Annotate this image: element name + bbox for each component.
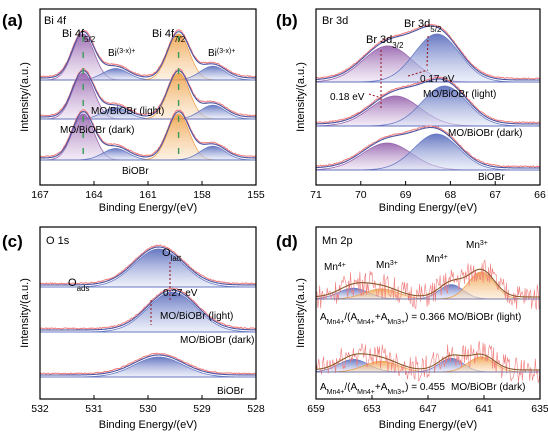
panel-a-tick-label-2: 161: [139, 189, 157, 201]
panel-d-peak-label-4: Mn3+: [466, 240, 488, 252]
panel-b-raw-0: [315, 23, 541, 80]
panel-a: (a) Bi 4f Bi 4f5/2 Bi(3-x)+ Bi 4f7/2 Bi(…: [2, 8, 265, 214]
panel-d-peak-label-1: Mn4+: [324, 262, 346, 274]
panel-d-envelope-1: [315, 353, 540, 371]
panel-b-shift-1: [426, 35, 429, 67]
panel-d-curves: [315, 259, 541, 384]
panel-c-envelope-2: [40, 354, 256, 376]
panel-c-curve-label-light: MO/BiOBr (light): [160, 311, 233, 322]
panel-b-envelope-0: [315, 25, 540, 81]
panel-a-label: (a): [2, 11, 23, 30]
panel-c-ylabel: Intensity/(a.u.): [19, 278, 31, 348]
panel-c-raw-2: [39, 352, 257, 375]
panel-b-xlabel: Binding Energy/(eV): [379, 202, 477, 214]
panel-d-peak-label-2: Mn3+: [376, 260, 398, 272]
panel-a-envelope-1: [40, 70, 257, 118]
panel-c-envelope-0: [40, 246, 256, 286]
panel-a-tick-label-0: 167: [31, 189, 49, 201]
panel-d-peak-label-3: Mn4+: [426, 254, 448, 266]
panel-c-tick-label-1: 531: [85, 403, 103, 415]
panel-b-curve-label-bare: BiOBr: [478, 172, 505, 183]
panel-c-raw-0: [39, 244, 257, 285]
panel-d-tick-label-2: 647: [419, 403, 437, 415]
panel-c-label: (c): [2, 232, 23, 251]
panel-c-title: O 1s: [46, 235, 70, 247]
panel-a-tick-label-4: 155: [247, 189, 265, 201]
panel-a-dashes: [82, 36, 180, 160]
panel-b-label: (b): [276, 11, 298, 30]
panel-a-peak-label-2: Bi(3-x)+: [108, 48, 135, 60]
panel-b-tick-label-0: 71: [310, 189, 322, 201]
panel-c-shift-label: 0.27 eV: [163, 288, 198, 299]
panel-b-shift-3: [407, 69, 429, 77]
panel-a-xlabel: Binding Energy/(eV): [99, 202, 197, 214]
panel-b-curve-label-dark: MO/BiOBr (dark): [448, 128, 522, 139]
panel-b-envelope-1: [315, 78, 541, 125]
panel-c-tick-label-3: 529: [193, 403, 211, 415]
panel-b-raw-2: [315, 125, 541, 168]
panel-c-raw-1: [39, 287, 257, 330]
panel-b-tick-label-3: 68: [445, 189, 457, 201]
panel-a-ylabel: Intensity/(a.u.): [19, 62, 31, 132]
panel-b-shift-4: [368, 93, 382, 99]
panel-a-envelope-0: [40, 31, 257, 79]
panel-b-curve-label-light: MO/BiOBr (light): [423, 89, 496, 100]
panel-b-frame: [315, 8, 541, 186]
panel-c-curves: [39, 244, 257, 378]
panel-b-tick-label-5: 66: [534, 189, 546, 201]
panel-c-x-ticks: 532 531 530 529 528: [31, 395, 265, 415]
panel-d-curve-label-dark: MO/BiOBr (dark): [451, 382, 525, 393]
panel-c-peak-label-ads: Oads: [68, 277, 89, 293]
panel-d-title: Mn 2p: [322, 235, 353, 247]
panel-a-curve-label-dark: MO/BiOBr (dark): [60, 125, 134, 136]
panel-a-curve-label-light: MO/BiOBr (light): [91, 106, 164, 117]
panel-b-ylabel: Intensity/(a.u.): [295, 62, 307, 132]
panel-d: (d) Mn 2p Mn4+ Mn3+ Mn4+ Mn3+ AMn4+/(AMn…: [276, 226, 548, 431]
panel-d-label: (d): [276, 232, 298, 251]
panel-a-x-ticks: 167 164 161 158 155: [31, 181, 265, 201]
panel-c-tick-label-4: 528: [247, 403, 265, 415]
panel-a-raw-0: [39, 29, 257, 78]
panel-c-xlabel: Binding Energy/(eV): [99, 419, 197, 431]
panel-b-shift-label-1: 0.17 eV: [420, 74, 455, 85]
panel-c: (c) O 1s Olatt Oads 0.27 eV MO/BiOBr (li…: [2, 226, 265, 431]
panel-b: (b) Br 3d Br 3d3/2 Br 3d5/2 0.17 eV 0.18…: [276, 8, 546, 214]
panel-a-curve-label-bare: BiOBr: [122, 166, 149, 177]
panel-d-envelope-0: [315, 268, 540, 298]
panel-d-raw-1: [315, 341, 541, 384]
panel-c-tick-label-2: 530: [139, 403, 157, 415]
panel-d-ratio-dark: AMn4+/(AMn4++AMn3+) = 0.455: [320, 382, 445, 396]
panel-d-ratio-light: AMn4+/(AMn4++AMn3+) = 0.366: [320, 312, 445, 326]
panel-a-tick-label-3: 158: [193, 189, 211, 201]
panel-d-tick-label-0: 659: [307, 403, 325, 415]
panel-d-x-ticks: 659 653 647 641 635: [307, 395, 548, 415]
panel-c-curve-label-dark: MO/BiOBr (dark): [180, 335, 254, 346]
panel-b-tick-label-4: 67: [489, 189, 501, 201]
panel-a-tick-label-1: 164: [85, 189, 103, 201]
panel-a-envelope-2: [40, 111, 257, 159]
panel-b-raw-1: [315, 76, 541, 124]
panel-d-ylabel: Intensity/(a.u.): [295, 278, 307, 348]
panel-a-raw-2: [39, 109, 257, 158]
panel-b-curves: [315, 23, 541, 171]
panel-b-tick-label-2: 69: [400, 189, 412, 201]
panel-d-tick-label-3: 641: [475, 403, 493, 415]
panel-d-tick-label-4: 635: [531, 403, 548, 415]
panel-b-x-ticks: 71 70 69 68 67 66: [310, 181, 546, 201]
panel-d-tick-label-1: 653: [363, 403, 381, 415]
panel-b-shift-label-2: 0.18 eV: [330, 92, 365, 103]
panel-c-envelope-1: [40, 289, 257, 331]
panel-c-curve-label-bare: BiOBr: [217, 386, 244, 397]
panel-b-envelope-2: [315, 126, 540, 169]
panel-a-title: Bi 4f: [44, 15, 67, 27]
panel-d-xlabel: Binding Energy/(eV): [379, 419, 477, 431]
panel-c-tick-label-0: 532: [31, 403, 49, 415]
panel-b-tick-label-1: 70: [355, 189, 367, 201]
panel-a-peak-label-4: Bi(3-x)+: [208, 48, 235, 60]
panel-a-curves: [39, 29, 257, 161]
panel-b-title: Br 3d: [322, 15, 348, 27]
panel-d-raw-0: [315, 259, 541, 310]
panel-d-curve-label-light: MO/BiOBr (light): [448, 312, 521, 323]
